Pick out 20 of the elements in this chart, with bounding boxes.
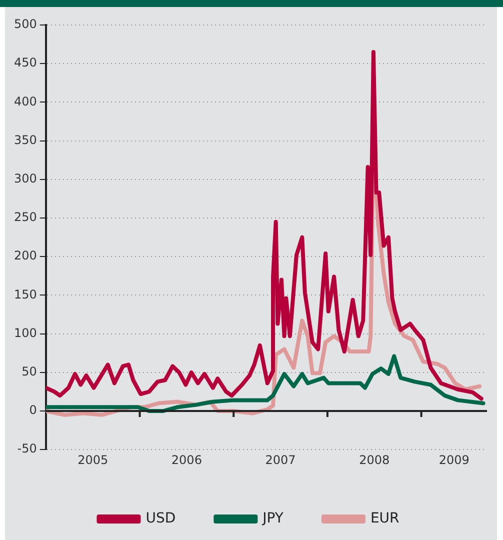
x-tick-label: 2007 — [265, 452, 296, 467]
y-tick-label: 450 — [14, 56, 37, 70]
x-tick-label: 2006 — [171, 452, 202, 467]
y-tick-label: 350 — [14, 132, 37, 147]
x-tick-label: 2008 — [359, 452, 390, 467]
y-tick-label: 250 — [14, 210, 37, 224]
x-tick-label: 2009 — [438, 452, 470, 467]
legend-label: EUR — [370, 510, 400, 527]
y-tick-label: 150 — [14, 287, 37, 302]
y-tick-label: 300 — [14, 172, 37, 186]
y-tick-label: 0 — [29, 403, 37, 418]
legend-label: JPY — [262, 510, 284, 527]
legend-label: USD — [146, 510, 176, 527]
x-tick-label: 2005 — [78, 452, 108, 467]
y-tick-label: 100 — [14, 326, 37, 340]
y-tick-label: -50 — [17, 442, 37, 456]
y-tick-label: 200 — [14, 248, 37, 263]
y-tick-label: 400 — [14, 94, 37, 108]
y-tick-label: 500 — [14, 17, 37, 32]
y-tick-label: 50 — [22, 364, 37, 379]
